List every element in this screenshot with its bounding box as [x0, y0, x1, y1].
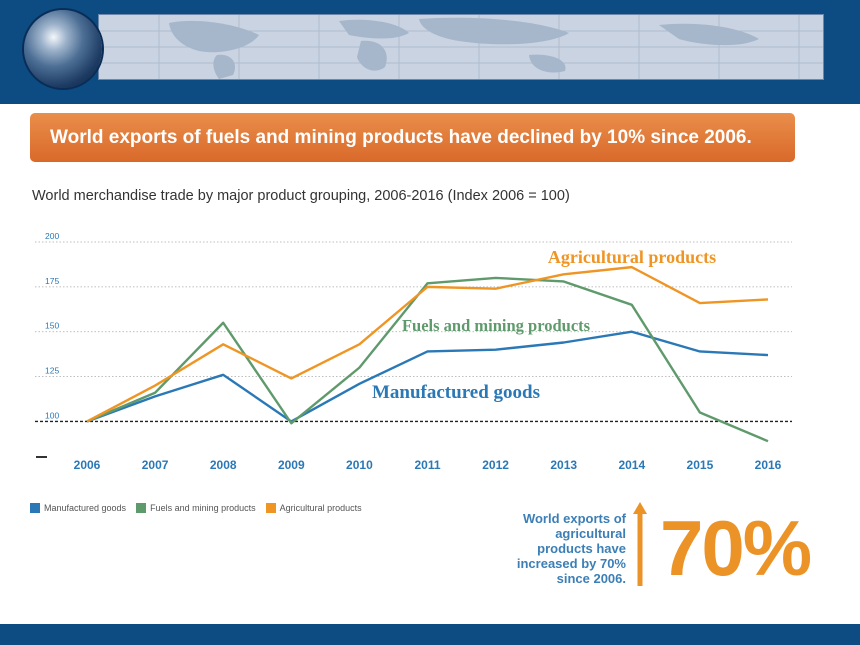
x-tick-label: 2006 [74, 458, 101, 472]
y-tick-label: 150 [45, 321, 59, 331]
y-tick-label: 125 [45, 366, 59, 376]
series-line [86, 330, 769, 423]
world-map-strip [98, 14, 824, 80]
legend-swatch [265, 503, 276, 513]
legend-item: Manufactured goods [30, 503, 126, 513]
x-tick-label: 2011 [414, 458, 440, 472]
x-tick-label: 2009 [278, 458, 305, 472]
legend-item: Fuels and mining products [136, 503, 256, 513]
x-tick-label: 2007 [142, 458, 169, 472]
big-percentage: 70% [660, 504, 812, 592]
x-tick-label: 2016 [755, 458, 782, 472]
footer-bar [0, 624, 860, 645]
callout-text: World exports of agricultural products h… [516, 511, 626, 586]
series-label: Fuels and mining products [402, 316, 591, 335]
legend-item: Agricultural products [265, 503, 362, 513]
series-label: Manufactured goods [372, 382, 540, 403]
chart-title: World merchandise trade by major product… [32, 188, 570, 204]
headline-banner: World exports of fuels and mining produc… [30, 113, 795, 162]
world-map-graphic [99, 15, 823, 79]
y-tick-label: 175 [45, 276, 59, 286]
y-tick-label: 200 [45, 231, 59, 241]
globe-icon [24, 10, 102, 88]
x-tick-label: 2008 [210, 458, 237, 472]
series-line [86, 265, 769, 423]
legend-label: Manufactured goods [44, 503, 127, 513]
series-line [86, 276, 769, 443]
legend-swatch [136, 503, 147, 513]
x-tick-label: 2014 [618, 458, 645, 472]
y-tick-label: 100 [45, 410, 59, 420]
x-tick-label: 2015 [687, 458, 714, 472]
line-chart: 100 125 150 175 200 2006 2007 2008 2009 2010 2011 2… [35, 231, 792, 472]
legend-label: Fuels and mining products [150, 503, 256, 513]
up-arrow-icon [633, 502, 647, 586]
x-tick-label: 2012 [482, 458, 509, 472]
x-tick-label: 2013 [550, 458, 577, 472]
legend-label: Agricultural products [279, 503, 362, 513]
chart-legend: Manufactured goods Fuels and mining produ… [30, 503, 372, 513]
x-tick-label: 2010 [346, 458, 373, 472]
series-label: Agricultural products [548, 247, 716, 267]
legend-swatch [30, 503, 40, 513]
